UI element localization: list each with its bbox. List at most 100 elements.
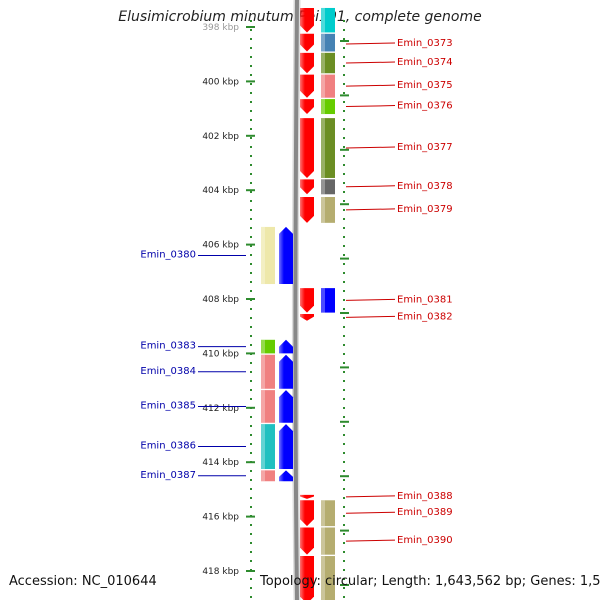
cog-color-box <box>261 354 275 389</box>
cog-box-highlight <box>321 118 325 178</box>
gene-label: Emin_0389 <box>397 507 453 518</box>
accession-text: Accession: NC_010644 <box>9 574 157 589</box>
gene-label: Emin_0386 <box>140 441 196 452</box>
cog-box-highlight <box>321 197 325 223</box>
gene-label: Emin_0383 <box>140 341 196 352</box>
gene-label: Emin_0375 <box>397 80 453 91</box>
forward-gene-arrow <box>300 33 314 52</box>
reverse-gene-arrow <box>279 470 293 482</box>
axis-tick-label: 410 kbp <box>202 349 239 359</box>
forward-gene-arrow <box>300 288 314 313</box>
gene-label: Emin_0381 <box>397 294 453 305</box>
cog-box-highlight <box>261 354 265 389</box>
gene-leader-line <box>345 511 396 514</box>
axis-tick-label: 408 kbp <box>202 295 239 305</box>
axis-tick-label: 400 kbp <box>202 77 239 87</box>
forward-gene-arrow <box>300 118 314 178</box>
forward-gene-arrow <box>300 99 314 115</box>
backbone-line <box>293 0 299 600</box>
gene-label: Emin_0379 <box>397 204 453 215</box>
gene-leader-line <box>345 495 396 498</box>
gene-leader-line <box>345 539 396 542</box>
cog-color-box <box>261 339 275 354</box>
gene-leader-line <box>345 61 396 64</box>
forward-gene-arrow <box>300 7 314 33</box>
reverse-gene-arrow <box>279 354 293 389</box>
gene-label: Emin_0376 <box>397 101 453 112</box>
cog-box-highlight <box>321 7 325 33</box>
cog-color-box <box>321 99 335 115</box>
forward-gene-arrow <box>300 527 314 555</box>
cog-box-highlight <box>321 52 325 74</box>
cog-box-highlight <box>321 179 325 195</box>
reverse-gene-arrow <box>279 226 293 285</box>
cog-box-highlight <box>261 424 265 469</box>
gene-label: Emin_0387 <box>140 470 196 481</box>
forward-gene-arrow <box>300 197 314 223</box>
gene-leader-line <box>345 146 396 149</box>
gene-leader-line <box>345 84 396 87</box>
axis-tick-label: 416 kbp <box>202 513 239 523</box>
cog-color-box <box>321 7 335 33</box>
gene-leader-line <box>345 315 396 318</box>
cog-box-highlight <box>321 99 325 115</box>
cog-color-box <box>261 424 275 469</box>
axis-tick-label: 412 kbp <box>202 404 239 414</box>
cog-color-box <box>321 288 335 313</box>
cog-box-highlight <box>321 288 325 313</box>
cog-color-box <box>321 33 335 52</box>
gene-label: Emin_0385 <box>140 400 196 411</box>
reverse-gene-arrow <box>279 424 293 469</box>
cog-color-box <box>321 74 335 98</box>
gene-label: Emin_0390 <box>397 535 453 546</box>
cog-box-highlight <box>321 500 325 527</box>
axis-tick-label: 414 kbp <box>202 458 239 468</box>
gene-label: Emin_0384 <box>140 366 196 377</box>
forward-gene-arrow <box>300 556 314 600</box>
gene-leader-line <box>345 298 396 301</box>
cog-box-highlight <box>321 74 325 98</box>
gene-leader-line <box>345 185 396 188</box>
cog-color-box <box>261 390 275 423</box>
cog-color-box <box>321 52 335 74</box>
cog-color-box <box>261 470 275 482</box>
cog-color-box <box>321 500 335 527</box>
gene-label: Emin_0388 <box>397 491 453 502</box>
gene-label: Emin_0382 <box>397 311 453 322</box>
reverse-gene-arrow <box>279 339 293 354</box>
cog-color-box <box>321 197 335 223</box>
cog-box-highlight <box>321 556 325 600</box>
axis-tick-label: 418 kbp <box>202 567 239 577</box>
gene-leader-line <box>345 42 396 45</box>
forward-gene-arrow <box>300 500 314 527</box>
gene-label: Emin_0380 <box>140 249 196 260</box>
cog-color-box <box>261 226 275 285</box>
cog-box-highlight <box>321 527 325 555</box>
gene-leader-line <box>345 105 396 108</box>
forward-gene-arrow <box>300 313 314 321</box>
cog-color-box <box>321 527 335 555</box>
axis-tick-label: 402 kbp <box>202 132 239 142</box>
gene-label: Emin_0377 <box>397 142 453 153</box>
genome-summary-text: Topology: circular; Length: 1,643,562 bp… <box>260 574 600 589</box>
gene-leader-line <box>345 208 396 211</box>
reverse-gene-arrow <box>279 390 293 423</box>
gene-label: Emin_0374 <box>397 57 453 68</box>
axis-tick-label: 404 kbp <box>202 186 239 196</box>
axis-tick-label: 398 kbp <box>202 23 239 33</box>
cog-color-box <box>321 179 335 195</box>
gene-label: Emin_0373 <box>397 38 453 49</box>
cog-box-highlight <box>261 226 265 285</box>
cog-box-highlight <box>261 470 265 482</box>
forward-gene-arrow <box>300 74 314 98</box>
cog-color-box <box>321 118 335 178</box>
axis-tick-label: 406 kbp <box>202 241 239 251</box>
gene-label: Emin_0378 <box>397 181 453 192</box>
cog-color-box <box>321 556 335 600</box>
forward-gene-arrow <box>300 179 314 195</box>
cog-box-highlight <box>261 390 265 423</box>
cog-box-highlight <box>321 33 325 52</box>
forward-gene-arrow <box>300 52 314 74</box>
forward-gene-arrow <box>300 494 314 499</box>
